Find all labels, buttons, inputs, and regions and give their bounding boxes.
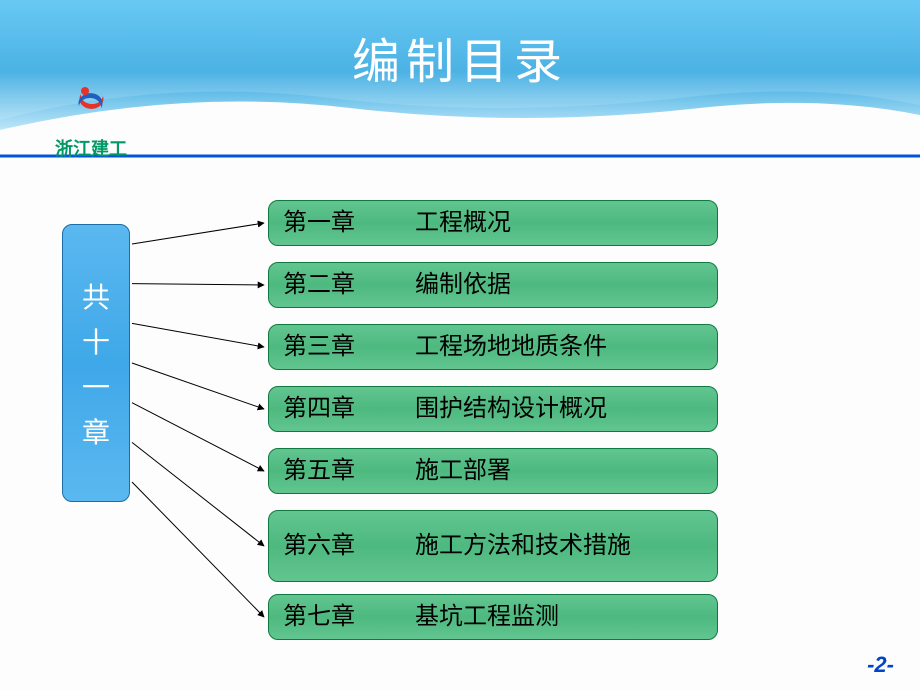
chapter-title: 基坑工程监测 <box>391 601 559 633</box>
chapter-number: 第一章 <box>283 207 391 239</box>
arrow-line <box>132 323 264 347</box>
chapter-box-3: 第三章 工程场地地质条件 <box>268 324 718 370</box>
chapter-box-6: 第六章 施工方法和技术措施 <box>268 510 718 582</box>
chapter-number: 第二章 <box>283 269 391 301</box>
logo-mark-icon <box>67 78 115 126</box>
arrow-line <box>132 284 264 285</box>
chapter-number: 第七章 <box>283 601 391 633</box>
chapter-box-7: 第七章 基坑工程监测 <box>268 594 718 640</box>
chapter-title: 工程概况 <box>391 207 511 239</box>
arrow-line <box>132 363 264 409</box>
chapter-title: 施工方法和技术措施 <box>391 530 631 562</box>
chapter-number: 第四章 <box>283 393 391 425</box>
chapter-box-4: 第四章 围护结构设计概况 <box>268 386 718 432</box>
chapter-title: 施工部署 <box>391 455 511 487</box>
arrow-line <box>132 223 264 244</box>
arrow-line <box>132 403 264 471</box>
chapter-number: 第三章 <box>283 331 391 363</box>
chapter-number: 第五章 <box>283 455 391 487</box>
chapter-title: 工程场地地质条件 <box>391 331 607 363</box>
arrow-line <box>132 482 264 617</box>
chapter-title: 编制依据 <box>391 269 511 301</box>
chapter-title: 围护结构设计概况 <box>391 393 607 425</box>
logo: 浙江建工 <box>46 78 136 161</box>
page-number: -2- <box>867 652 894 678</box>
chapter-box-1: 第一章 工程概况 <box>268 200 718 246</box>
chapter-box-2: 第二章 编制依据 <box>268 262 718 308</box>
toc-diagram: 共十一章 第一章 工程概况第二章 编制依据第三章 工程场地地质条件第四章 围护结… <box>50 200 870 650</box>
chapter-box-5: 第五章 施工部署 <box>268 448 718 494</box>
chapter-number: 第六章 <box>283 530 391 562</box>
source-box: 共十一章 <box>62 224 130 502</box>
source-label: 共十一章 <box>82 276 110 455</box>
arrow-line <box>132 442 264 546</box>
page-title: 编制目录 <box>0 22 920 92</box>
logo-company-text: 浙江建工 <box>46 135 136 161</box>
